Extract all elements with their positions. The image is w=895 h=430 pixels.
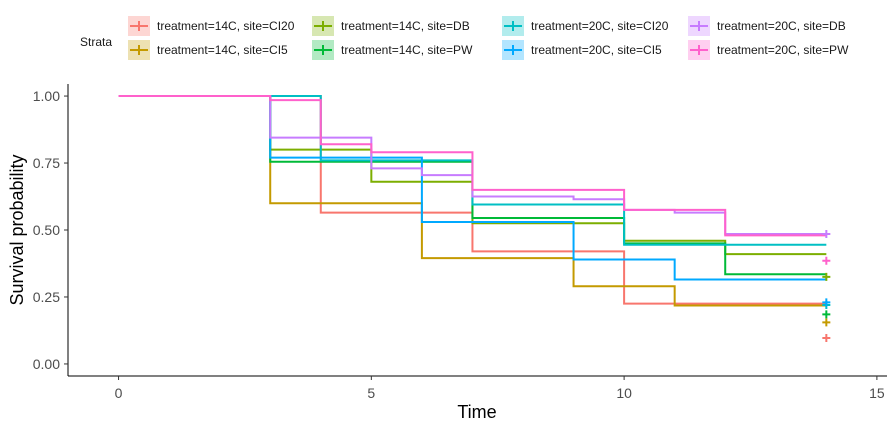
legend-item: treatment=14C, site=DB (312, 16, 470, 36)
x-tick-label: 15 (869, 385, 885, 401)
censor-mark (822, 333, 831, 342)
legend: Strata treatment=14C, site=CI20 treatment… (80, 16, 849, 60)
legend-item: treatment=14C, site=PW (312, 40, 473, 60)
survival-curves (118, 95, 827, 307)
y-tick-label: 1.00 (33, 88, 60, 104)
legend-label: treatment=20C, site=CI5 (531, 43, 662, 57)
censor-mark (822, 230, 831, 239)
y-tick-label: 0.50 (33, 222, 60, 238)
survival-curve (118, 95, 827, 237)
legend-item: treatment=20C, site=CI20 (502, 16, 669, 36)
legend-item: treatment=14C, site=CI5 (128, 40, 288, 60)
legend-title: Strata (80, 35, 112, 49)
survival-curve (118, 95, 827, 236)
axes (67, 84, 887, 377)
censor-mark (822, 310, 831, 319)
legend-label: treatment=20C, site=DB (717, 19, 846, 33)
censor-mark (822, 256, 831, 265)
legend-label: treatment=14C, site=CI5 (157, 43, 288, 57)
y-axis-label: Survival probability (7, 154, 27, 305)
y-tick-label: 0.75 (33, 155, 60, 171)
censor-marks (822, 230, 831, 342)
y-ticks: 0.00 0.25 0.50 0.75 1.00 (33, 88, 68, 372)
legend-item: treatment=20C, site=CI5 (502, 40, 662, 60)
censor-mark (822, 272, 831, 281)
legend-item: treatment=20C, site=PW (688, 40, 849, 60)
y-tick-label: 0.00 (33, 356, 60, 372)
legend-label: treatment=20C, site=PW (717, 43, 849, 57)
x-axis-label: Time (457, 402, 496, 422)
legend-label: treatment=14C, site=CI20 (157, 19, 295, 33)
legend-label: treatment=20C, site=CI20 (531, 19, 669, 33)
x-ticks: 0 5 10 15 (115, 376, 885, 401)
censor-mark (822, 318, 831, 327)
y-tick-label: 0.25 (33, 289, 60, 305)
x-tick-label: 0 (115, 385, 123, 401)
x-tick-label: 10 (616, 385, 632, 401)
x-tick-label: 5 (367, 385, 375, 401)
legend-item: treatment=14C, site=CI20 (128, 16, 295, 36)
legend-label: treatment=14C, site=PW (341, 43, 473, 57)
legend-item: treatment=20C, site=DB (688, 16, 846, 36)
censor-mark (822, 298, 831, 307)
legend-label: treatment=14C, site=DB (341, 19, 470, 33)
